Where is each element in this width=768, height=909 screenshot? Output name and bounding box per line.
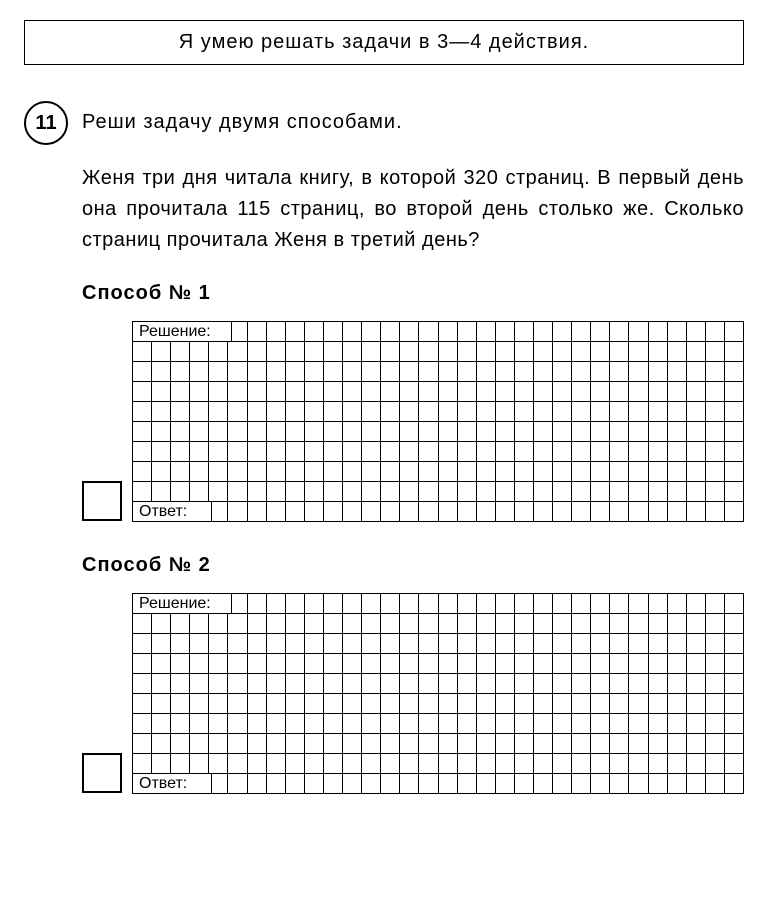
- answer-label-1: Ответ:: [132, 501, 212, 522]
- grade-box-2[interactable]: [82, 753, 122, 793]
- solution-label-2: Решение:: [132, 593, 232, 614]
- grid-2-wrap: Решение: Ответ:: [132, 593, 744, 794]
- task-number-badge: 11: [24, 101, 68, 145]
- task-number: 11: [35, 112, 56, 135]
- method-1-title: Способ № 1: [82, 282, 744, 305]
- content-column: Женя три дня читала книгу, в которой 320…: [82, 163, 744, 794]
- method-1-block: Решение: Ответ:: [82, 321, 744, 522]
- problem-text: Женя три дня читала книгу, в которой 320…: [82, 163, 744, 256]
- task-row: 11 Реши задачу двумя способами.: [24, 101, 744, 145]
- header-box: Я умею решать задачи в 3—4 действия.: [24, 20, 744, 65]
- answer-grid-2[interactable]: [132, 593, 744, 794]
- method-2-title: Способ № 2: [82, 554, 744, 577]
- answer-label-2: Ответ:: [132, 773, 212, 794]
- header-text: Я умею решать задачи в 3—4 действия.: [179, 31, 589, 53]
- answer-grid-1[interactable]: [132, 321, 744, 522]
- solution-label-1: Решение:: [132, 321, 232, 342]
- method-2-block: Решение: Ответ:: [82, 593, 744, 794]
- grade-box-1[interactable]: [82, 481, 122, 521]
- task-title: Реши задачу двумя способами.: [82, 101, 403, 134]
- grid-1-wrap: Решение: Ответ:: [132, 321, 744, 522]
